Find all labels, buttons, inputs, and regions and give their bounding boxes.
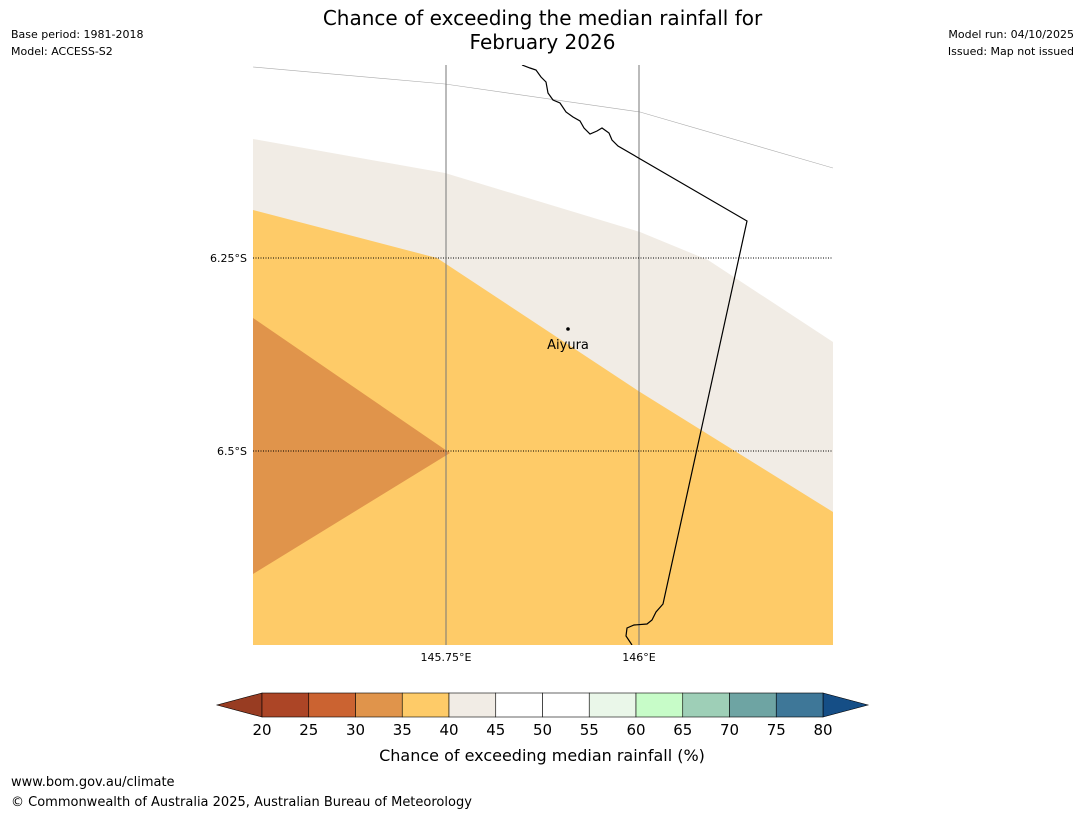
colorbar-segment bbox=[775, 692, 824, 718]
colorbar-segment bbox=[588, 692, 637, 718]
lon-label-145-75: 145.75°E bbox=[421, 651, 472, 664]
colorbar-tick-label: 35 bbox=[393, 721, 412, 739]
place-label: Aiyura bbox=[547, 338, 589, 353]
colorbar-tick-label: 80 bbox=[813, 721, 832, 739]
meta-left: Base period: 1981-2018 Model: ACCESS-S2 bbox=[11, 26, 143, 60]
base-period: Base period: 1981-2018 bbox=[11, 28, 144, 41]
colorbar-tick-label: 40 bbox=[439, 721, 458, 739]
colorbar-segment bbox=[495, 692, 543, 718]
meta-right: Model run: 04/10/2025 Issued: Map not is… bbox=[948, 26, 1074, 60]
title-line-1: Chance of exceeding the median rainfall … bbox=[322, 6, 763, 30]
colorbar-title: Chance of exceeding median rainfall (%) bbox=[379, 746, 705, 765]
lat-label-6-25: 6.25°S bbox=[210, 252, 247, 265]
colorbar: 20 25 30 35 40 45 50 55 60 65 70 75 80 bbox=[215, 692, 870, 739]
colorbar-tick-label: 45 bbox=[486, 721, 505, 739]
colorbar-tick-label: 70 bbox=[720, 721, 739, 739]
colorbar-tick-label: 55 bbox=[580, 721, 599, 739]
coastline bbox=[521, 65, 748, 645]
colorbar-segment bbox=[729, 692, 777, 718]
issued-status: Issued: Map not issued bbox=[947, 45, 1074, 58]
colorbar-tick-label: 25 bbox=[299, 721, 318, 739]
colorbar-segment bbox=[261, 692, 310, 718]
colorbar-tick-label: 60 bbox=[626, 721, 645, 739]
outer-contour bbox=[253, 66, 833, 169]
colorbar-segment bbox=[308, 692, 356, 718]
colorbar-segment bbox=[682, 692, 730, 718]
band-35-40 bbox=[253, 210, 833, 645]
colorbar-tick-label: 50 bbox=[533, 721, 552, 739]
page-title: Chance of exceeding the median rainfall … bbox=[0, 6, 1085, 54]
colorbar-segment bbox=[448, 692, 497, 718]
map-area bbox=[253, 65, 833, 645]
colorbar-segment bbox=[355, 692, 403, 718]
footer-url: www.bom.gov.au/climate bbox=[11, 775, 175, 790]
colorbar-over-arrow bbox=[822, 692, 870, 718]
colorbar-tick-label: 20 bbox=[252, 721, 271, 739]
lat-label-6-5: 6.5°S bbox=[217, 445, 247, 458]
colorbar-segment bbox=[635, 692, 684, 718]
colorbar-segment bbox=[542, 692, 590, 718]
colorbar-tick-label: 75 bbox=[767, 721, 786, 739]
lon-label-146: 146°E bbox=[622, 651, 655, 664]
colorbar-tick-label: 65 bbox=[673, 721, 692, 739]
footer-copyright: © Commonwealth of Australia 2025, Austra… bbox=[11, 795, 472, 810]
colorbar-under-arrow bbox=[215, 692, 263, 718]
place-marker bbox=[566, 327, 570, 331]
model-run: Model run: 04/10/2025 bbox=[948, 28, 1074, 41]
title-line-2: February 2026 bbox=[469, 30, 616, 54]
model-name: Model: ACCESS-S2 bbox=[11, 45, 113, 58]
band-30-35 bbox=[253, 318, 450, 574]
colorbar-segment bbox=[401, 692, 450, 718]
colorbar-tick-label: 30 bbox=[346, 721, 365, 739]
